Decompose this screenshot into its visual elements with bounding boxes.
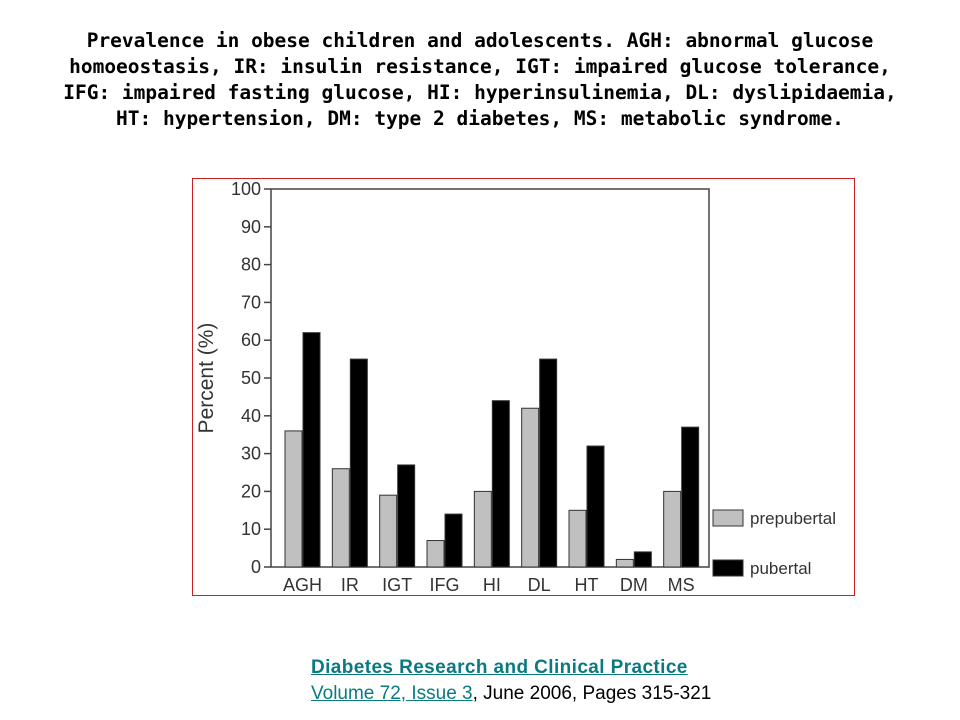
x-tick-label: IFG — [430, 575, 460, 595]
caption-line: Prevalence in obese children and adolesc… — [86, 29, 874, 52]
bar-pubertal-hi — [491, 400, 510, 568]
y-tick-label: 0 — [251, 557, 261, 577]
bar-pubertal-ir — [349, 358, 368, 568]
bar-prepubertal-ir — [331, 468, 350, 568]
x-tick-label: IR — [341, 575, 359, 595]
y-tick-label: 50 — [241, 368, 261, 388]
legend-swatch-prepubertal — [712, 509, 744, 527]
legend-swatch-pubertal — [712, 559, 744, 577]
bar-pubertal-agh — [302, 332, 321, 568]
y-tick-label: 60 — [241, 330, 261, 350]
bar-pubertal-ms — [681, 426, 700, 568]
y-tick-label: 90 — [241, 217, 261, 237]
bar-prepubertal-ht — [568, 509, 587, 568]
y-tick-label: 70 — [241, 292, 261, 312]
bar-pubertal-dl — [539, 358, 558, 568]
x-tick-label: DL — [528, 575, 551, 595]
citation-details: , June 2006, Pages 315-321 — [472, 683, 712, 704]
legend-label-prepubertal: prepubertal — [750, 509, 836, 528]
journal-link[interactable]: Diabetes Research and Clinical Practice — [311, 657, 688, 678]
x-tick-label: AGH — [283, 575, 322, 595]
y-tick-label: 10 — [241, 519, 261, 539]
chart-figure: 0 10 20 30 40 50 60 70 80 90 100 Percent (%) AGH IR IG… — [192, 178, 855, 596]
x-tick-label: HT — [575, 575, 599, 595]
x-tick-label: HI — [483, 575, 501, 595]
slide-caption: Prevalence in obese children and adolesc… — [40, 28, 920, 132]
y-tick-label: 40 — [241, 406, 261, 426]
bar-prepubertal-ifg — [426, 540, 445, 568]
bar-chart: 0 10 20 30 40 50 60 70 80 90 100 Percent (%) AGH IR IG… — [195, 179, 836, 595]
caption-line: IFG: impaired fasting glucose, HI: hyper… — [63, 81, 897, 104]
caption-line: HT: hypertension, DM: type 2 diabetes, M… — [116, 107, 844, 130]
y-tick-label: 30 — [241, 444, 261, 464]
bar-pubertal-igt — [397, 464, 416, 568]
y-tick-label: 20 — [241, 481, 261, 501]
legend-label-pubertal: pubertal — [750, 559, 811, 578]
caption-line: homoeostasis, IR: insulin resistance, IG… — [69, 55, 891, 78]
bar-prepubertal-ms — [663, 490, 682, 568]
x-tick-label: MS — [668, 575, 695, 595]
citation: Diabetes Research and Clinical Practice … — [311, 655, 711, 707]
x-tick-label: DM — [620, 575, 648, 595]
bar-prepubertal-agh — [284, 430, 303, 568]
y-tick-label: 80 — [241, 255, 261, 275]
bar-pubertal-ht — [586, 445, 605, 568]
bar-prepubertal-dl — [521, 407, 540, 568]
volume-issue-link[interactable]: Volume 72, Issue 3 — [311, 683, 473, 704]
bar-pubertal-ifg — [444, 513, 463, 568]
x-tick-label: IGT — [382, 575, 412, 595]
bar-prepubertal-hi — [473, 490, 492, 568]
bar-pubertal-dm — [633, 551, 652, 568]
bar-prepubertal-dm — [615, 558, 634, 568]
bar-prepubertal-igt — [379, 494, 398, 568]
y-axis-label: Percent (%) — [195, 323, 218, 434]
y-tick-label: 100 — [231, 179, 261, 199]
